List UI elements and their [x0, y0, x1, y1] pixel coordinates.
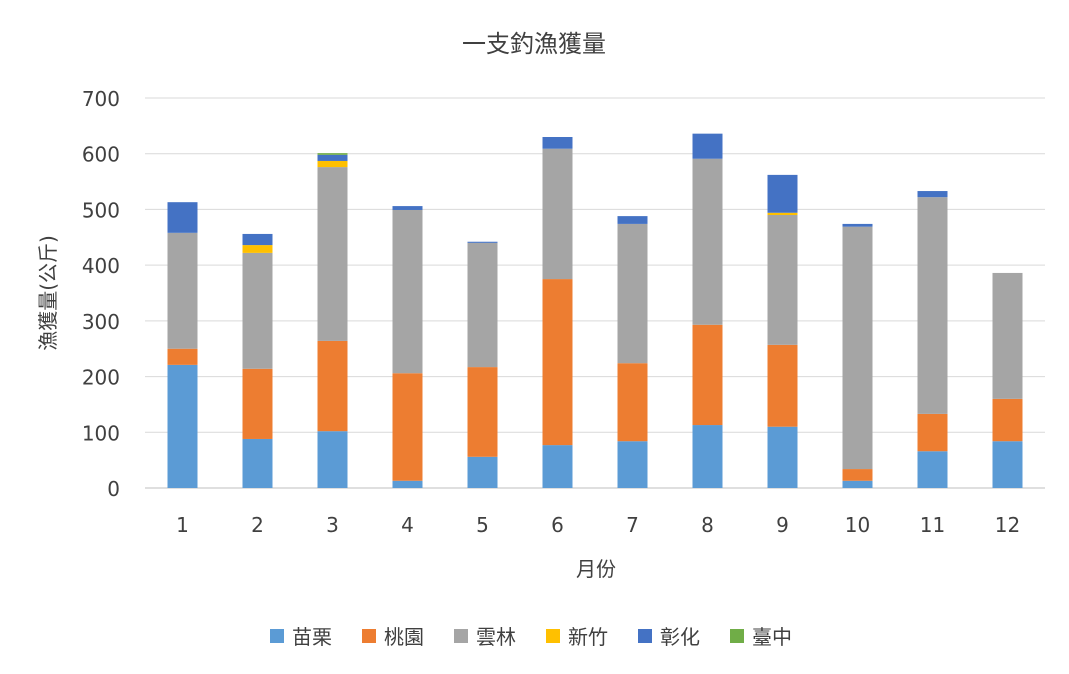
x-tick-label: 8 — [701, 513, 714, 537]
bar-segment-彰化-8 — [692, 133, 723, 159]
bar-segment-桃園-3 — [317, 340, 348, 432]
legend-swatch — [730, 629, 744, 643]
x-tick-label: 2 — [251, 513, 264, 537]
legend-swatch — [270, 629, 284, 643]
bar-segment-彰化-7 — [617, 216, 648, 224]
legend-label: 苗栗 — [292, 625, 332, 649]
legend-item: 新竹 — [546, 625, 608, 649]
bar-segment-雲林-11 — [917, 197, 948, 414]
y-tick-label: 0 — [107, 477, 120, 501]
legend-item: 桃園 — [362, 625, 424, 649]
legend-swatch — [546, 629, 560, 643]
bar-segment-彰化-11 — [917, 191, 948, 198]
bar-segment-雲林-10 — [842, 226, 873, 470]
y-axis-ticks: 0 100 200 300 400 500 600 700 — [82, 87, 120, 501]
bar-segment-苗栗-8 — [692, 425, 723, 488]
legend: 苗栗 桃園 雲林 新竹 彰化 臺中 — [270, 625, 792, 649]
bar-segment-桃園-4 — [392, 373, 423, 481]
y-tick-label: 400 — [82, 254, 120, 278]
bar-segment-彰化-6 — [542, 137, 573, 149]
bar-segment-新竹-9 — [767, 212, 798, 215]
bar-segment-雲林-6 — [542, 148, 573, 280]
legend-item: 雲林 — [454, 625, 516, 649]
bar-segment-新竹-3 — [317, 160, 348, 168]
bar-segment-雲林-8 — [692, 158, 723, 325]
bar-segment-桃園-12 — [992, 398, 1023, 442]
x-tick-label: 10 — [845, 513, 870, 537]
bar-segment-彰化-9 — [767, 174, 798, 213]
bar-segment-新竹-2 — [242, 245, 273, 253]
bar-segment-彰化-5 — [467, 241, 498, 243]
bar-segment-彰化-2 — [242, 233, 273, 246]
bar-segment-彰化-1 — [167, 202, 198, 233]
gridlines — [145, 97, 1045, 489]
legend-label: 彰化 — [660, 625, 700, 649]
bar-segment-彰化-3 — [317, 154, 348, 161]
bar-segment-苗栗-4 — [392, 480, 423, 488]
bar-segment-苗栗-6 — [542, 445, 573, 488]
x-tick-label: 9 — [776, 513, 789, 537]
y-axis-label: 漁獲量(公斤) — [36, 235, 60, 351]
bar-segment-苗栗-12 — [992, 441, 1023, 488]
bar-segment-桃園-10 — [842, 469, 873, 481]
bar-segment-苗栗-1 — [167, 364, 198, 488]
bar-segment-雲林-3 — [317, 167, 348, 341]
bar-segment-雲林-4 — [392, 209, 423, 374]
legend-swatch — [454, 629, 468, 643]
legend-label: 桃園 — [384, 625, 424, 649]
legend-item: 彰化 — [638, 625, 700, 649]
legend-swatch — [638, 629, 652, 643]
legend-label: 雲林 — [476, 625, 516, 649]
bar-segment-苗栗-3 — [317, 431, 348, 488]
bar-segment-苗栗-11 — [917, 451, 948, 488]
bar-segment-雲林-1 — [167, 232, 198, 349]
bar-segment-臺中-3 — [317, 153, 348, 155]
x-tick-label: 12 — [995, 513, 1020, 537]
x-tick-label: 5 — [476, 513, 489, 537]
bar-segment-桃園-11 — [917, 413, 948, 452]
bar-segment-桃園-6 — [542, 279, 573, 446]
y-tick-label: 500 — [82, 198, 120, 222]
bar-segment-雲林-5 — [467, 242, 498, 368]
x-axis-ticks: 1 2 3 4 5 6 7 8 9 10 11 12 — [176, 513, 1020, 537]
legend-label: 新竹 — [568, 625, 608, 649]
x-tick-label: 7 — [626, 513, 639, 537]
chart-title: 一支釣漁獲量 — [462, 30, 606, 58]
bar-segment-苗栗-5 — [467, 456, 498, 488]
x-tick-label: 11 — [920, 513, 945, 537]
bar-segment-苗栗-2 — [242, 438, 273, 488]
y-tick-label: 300 — [82, 310, 120, 334]
bar-segment-桃園-2 — [242, 368, 273, 439]
legend-swatch — [362, 629, 376, 643]
bar-segment-雲林-9 — [767, 215, 798, 345]
y-tick-label: 700 — [82, 87, 120, 111]
bars — [167, 133, 1023, 488]
legend-item: 苗栗 — [270, 625, 332, 649]
bar-segment-雲林-12 — [992, 272, 1023, 399]
bar-segment-彰化-10 — [842, 223, 873, 227]
bar-segment-苗栗-9 — [767, 426, 798, 488]
bar-segment-雲林-2 — [242, 252, 273, 369]
legend-label: 臺中 — [752, 625, 792, 649]
legend-item: 臺中 — [730, 625, 792, 649]
y-tick-label: 200 — [82, 366, 120, 390]
y-tick-label: 600 — [82, 143, 120, 167]
x-axis-label: 月份 — [576, 557, 616, 581]
bar-segment-桃園-8 — [692, 324, 723, 426]
bar-segment-桃園-5 — [467, 367, 498, 457]
bar-segment-苗栗-7 — [617, 441, 648, 488]
x-tick-label: 4 — [401, 513, 414, 537]
bar-segment-桃園-9 — [767, 344, 798, 427]
bar-segment-雲林-7 — [617, 223, 648, 364]
x-tick-label: 6 — [551, 513, 564, 537]
x-tick-label: 3 — [326, 513, 339, 537]
bar-segment-桃園-1 — [167, 348, 198, 365]
x-tick-label: 1 — [176, 513, 189, 537]
bar-segment-苗栗-10 — [842, 480, 873, 488]
bar-segment-桃園-7 — [617, 363, 648, 442]
y-tick-label: 100 — [82, 421, 120, 445]
bar-segment-彰化-4 — [392, 206, 423, 210]
